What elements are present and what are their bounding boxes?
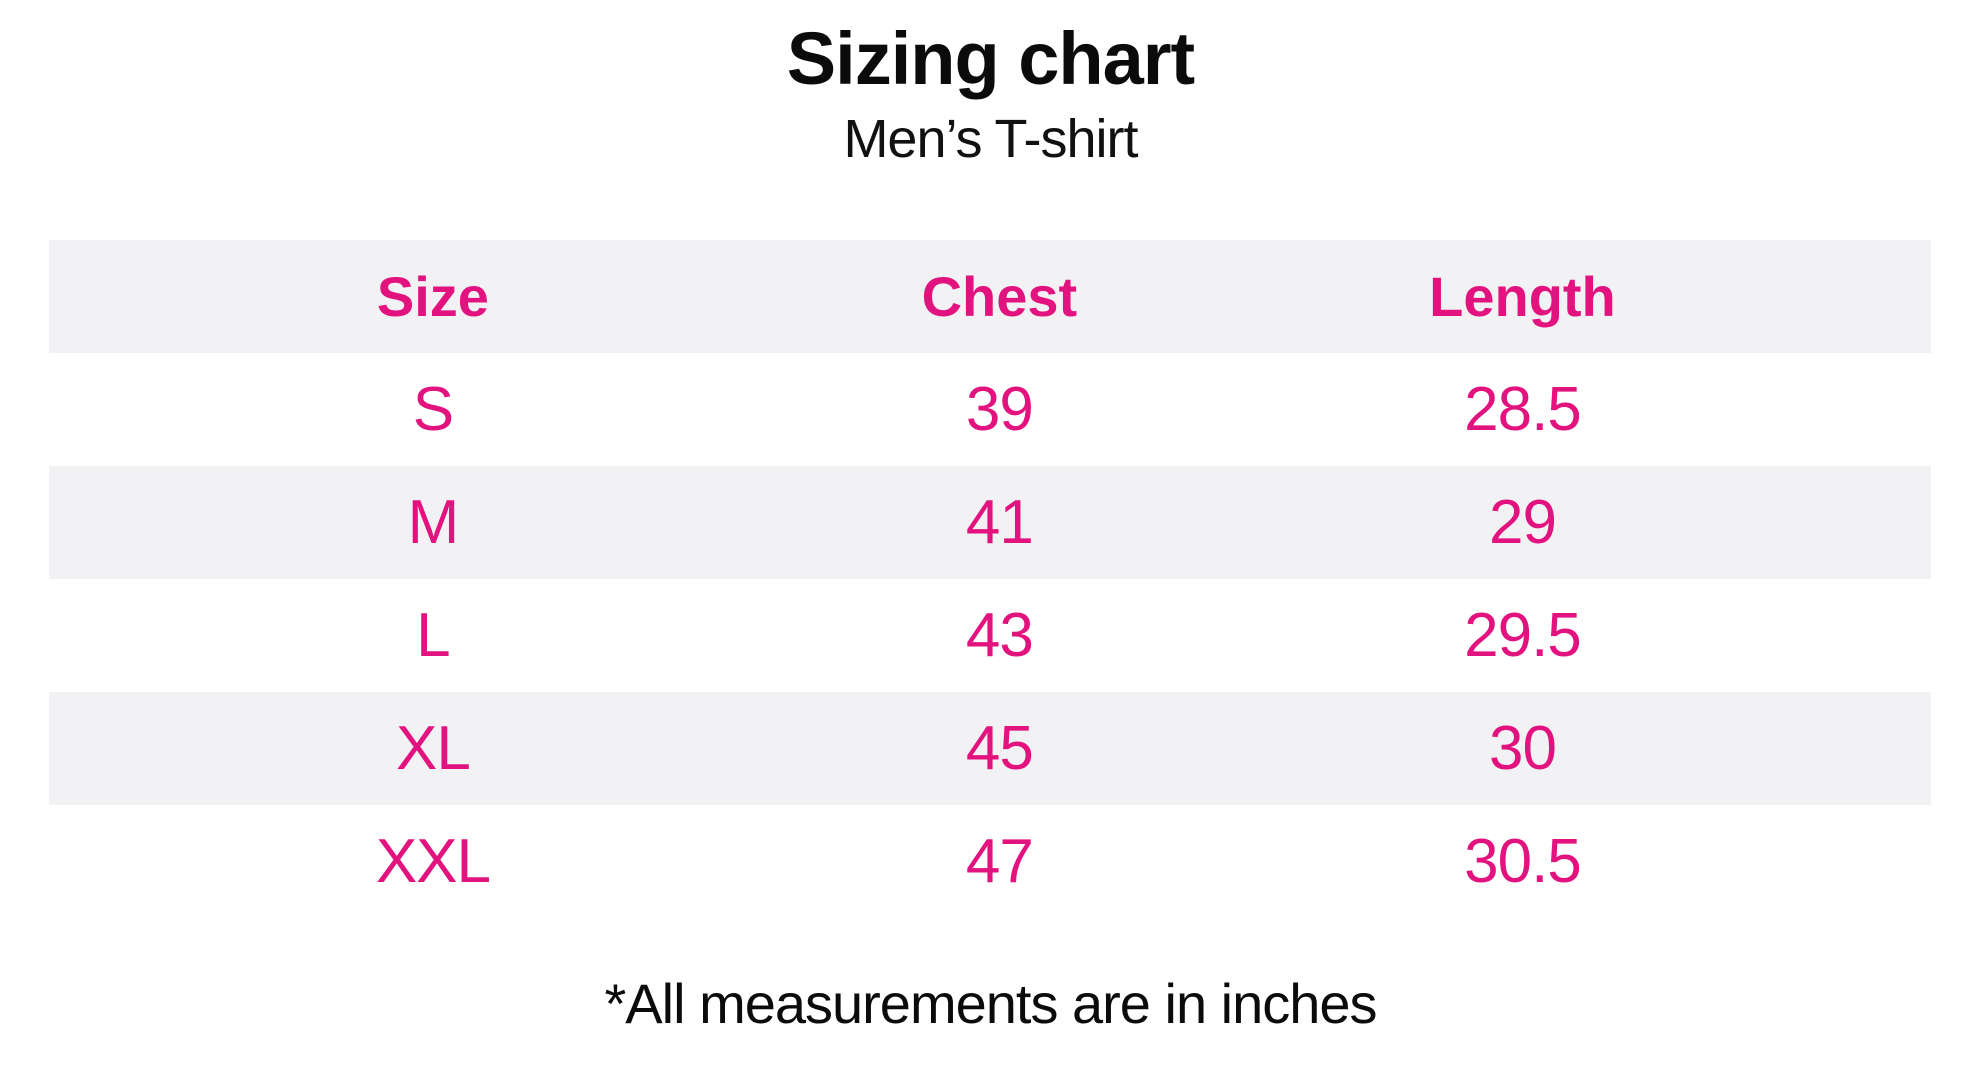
cell-length: 29.5 [1464, 601, 1582, 670]
column-header-chest: Chest [921, 265, 1078, 328]
table-row: L 43 29.5 [49, 579, 1931, 692]
cell-chest: 43 [965, 601, 1034, 670]
cell-chest: 47 [965, 827, 1034, 896]
cell-size: L [416, 601, 450, 670]
sizing-chart-page: Sizing chart Men’s T-shirt Size Chest Le… [0, 22, 1981, 1083]
cell-length: 30.5 [1464, 827, 1582, 896]
table-row: S 39 28.5 [49, 353, 1931, 466]
cell-length: 30 [1488, 714, 1557, 783]
cell-chest: 41 [965, 488, 1034, 557]
table-row: M 41 29 [49, 466, 1931, 579]
table-header-row: Size Chest Length [49, 240, 1931, 353]
cell-size: M [407, 488, 460, 557]
cell-length: 28.5 [1464, 375, 1582, 444]
sizing-table: Size Chest Length S 39 28.5 M 41 29 L 43… [49, 240, 1931, 918]
cell-size: XL [396, 714, 471, 783]
cell-chest: 39 [965, 375, 1034, 444]
cell-length: 29 [1488, 488, 1557, 557]
page-title: Sizing chart [786, 17, 1195, 100]
table-row: XXL 47 30.5 [49, 805, 1931, 918]
cell-chest: 45 [965, 714, 1034, 783]
page-subtitle: Men’s T-shirt [843, 109, 1138, 169]
column-header-size: Size [376, 265, 489, 328]
column-header-length: Length [1429, 265, 1616, 328]
cell-size: XXL [375, 827, 491, 896]
cell-size: S [412, 375, 454, 444]
measurements-footnote: *All measurements are in inches [604, 972, 1377, 1035]
table-row: XL 45 30 [49, 692, 1931, 805]
